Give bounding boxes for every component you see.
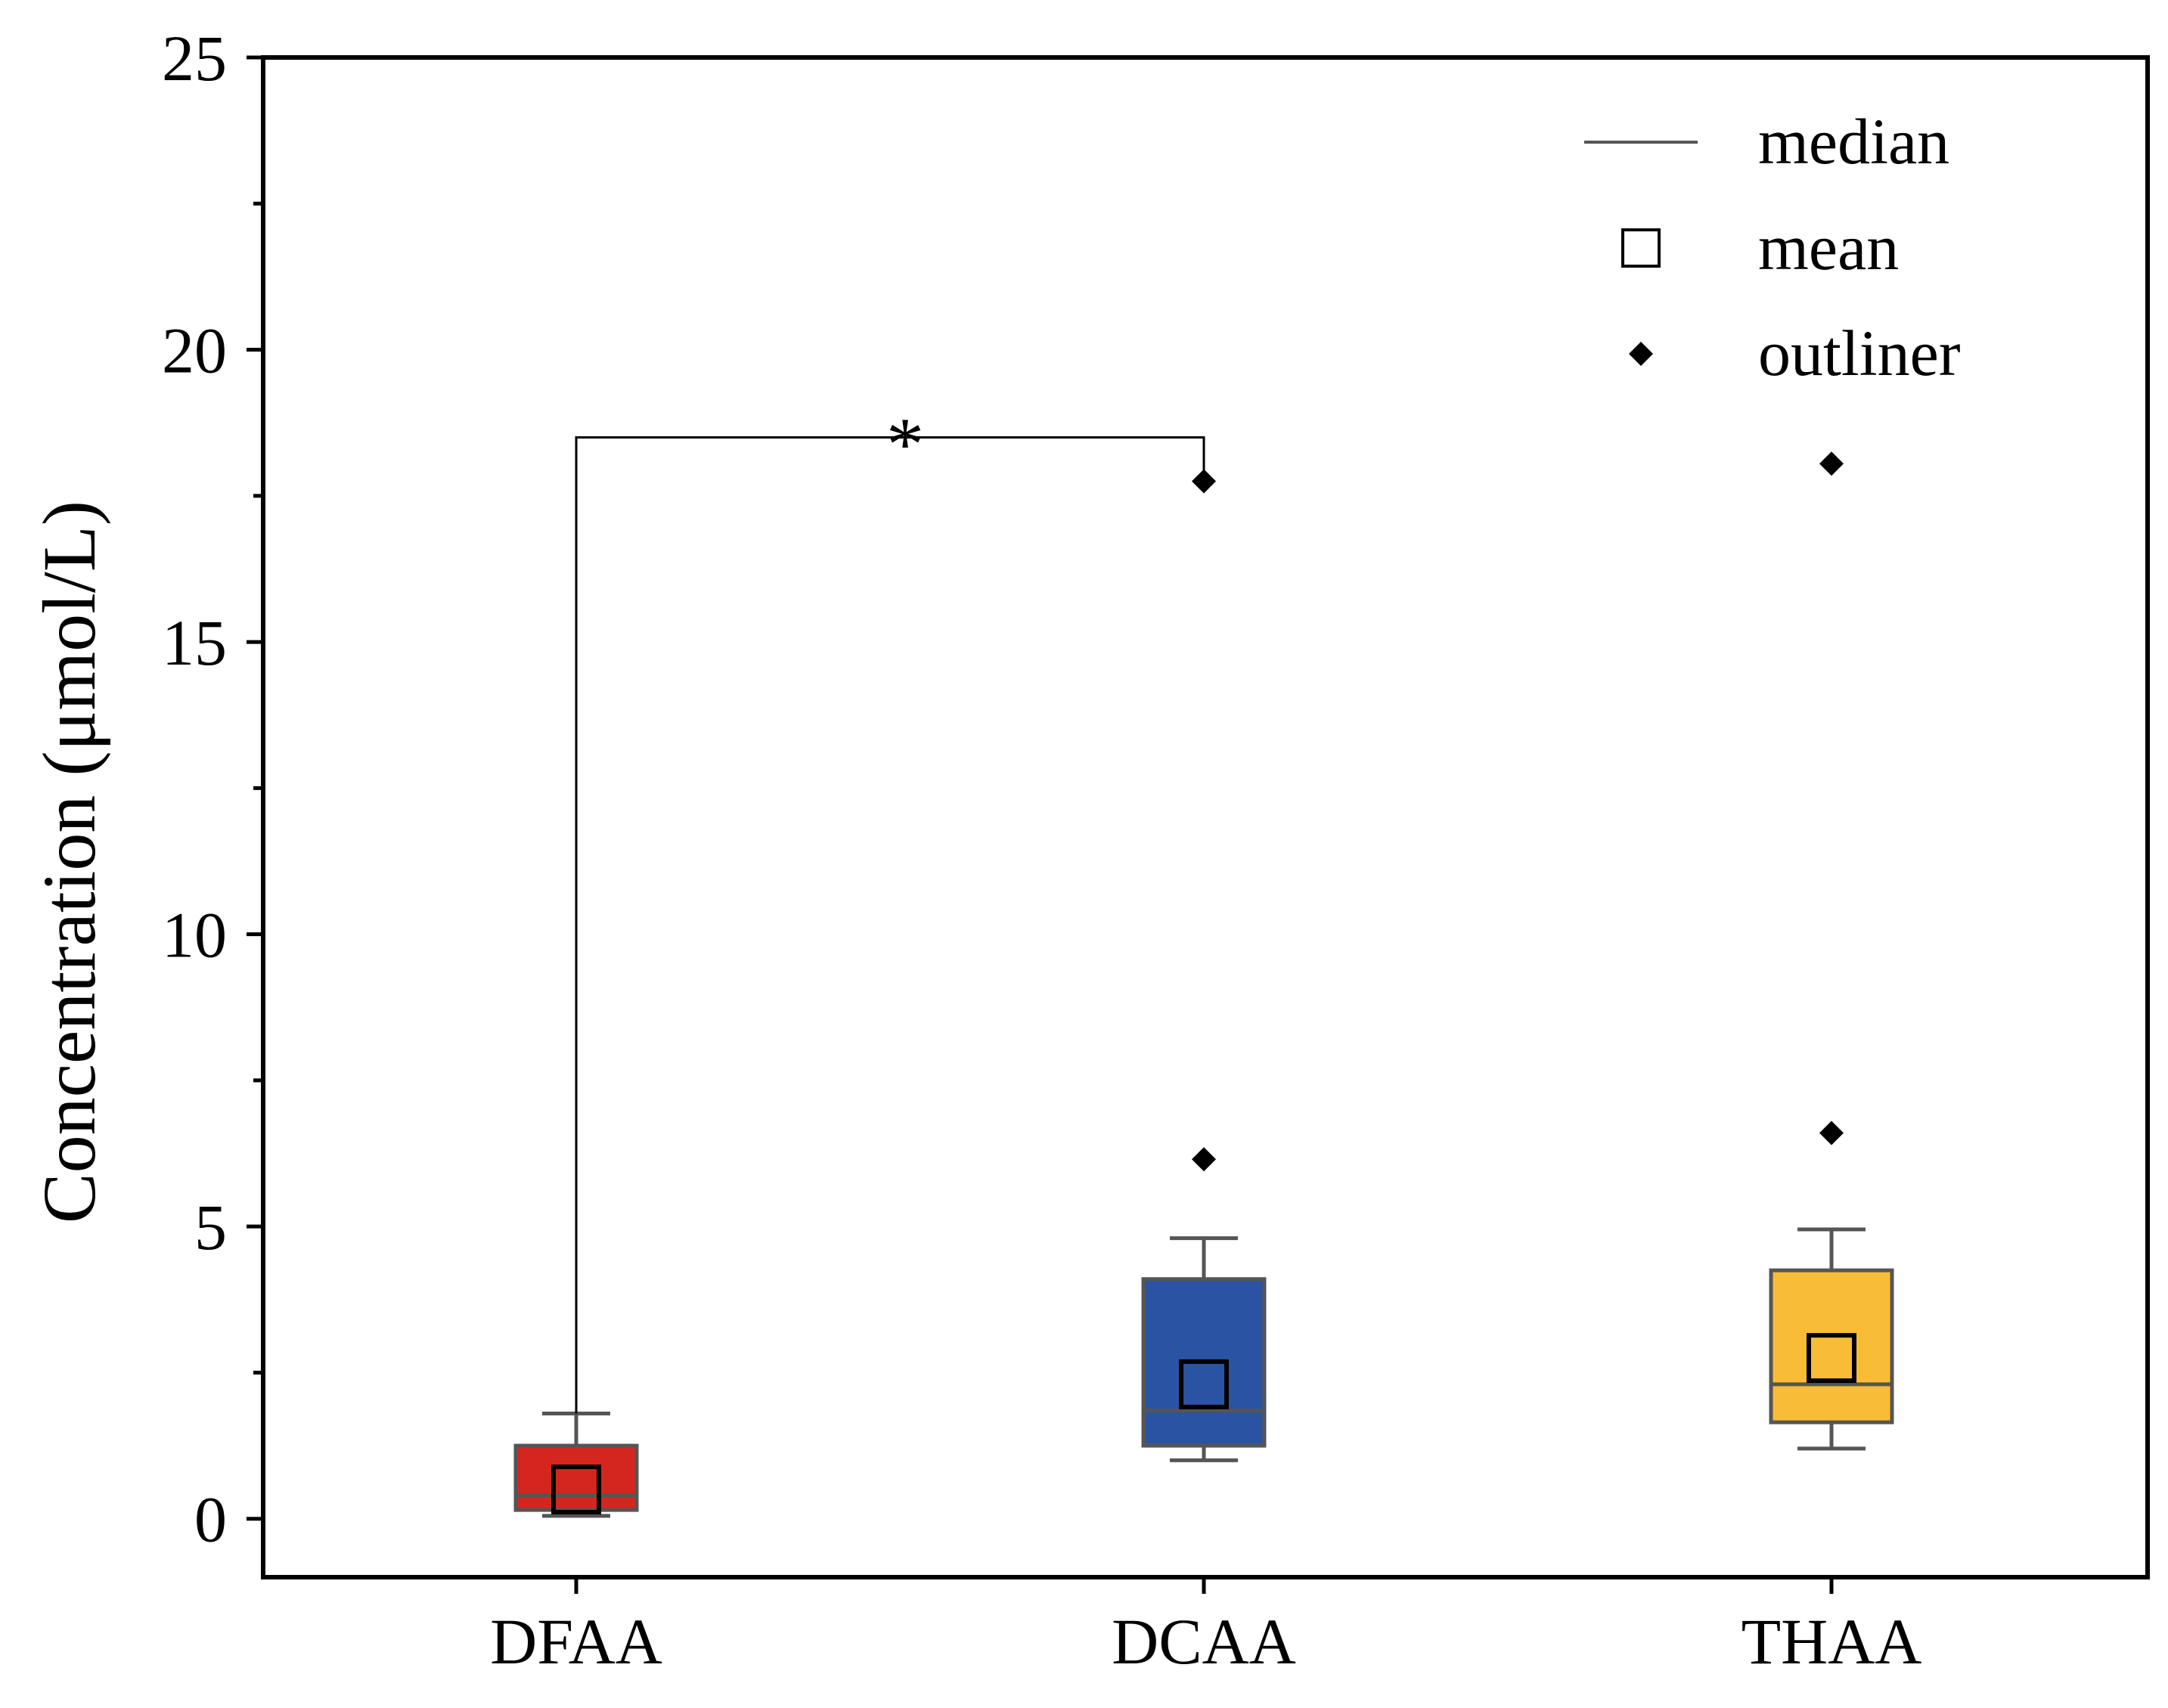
x-tick-label-dfaa: DFAA	[490, 1605, 662, 1678]
box-dfaa	[513, 1412, 639, 1518]
box-dcaa	[1141, 469, 1267, 1462]
y-tick-label-10: 10	[162, 899, 227, 972]
boxes-layer	[513, 451, 1894, 1518]
legend-label-median: median	[1758, 105, 1949, 178]
dcaa-outlier-2	[1192, 469, 1216, 494]
legend-item-median: median	[1584, 105, 1949, 178]
legend-outlier-diamond	[1629, 342, 1653, 366]
x-tick-label-thaa: THAA	[1742, 1605, 1922, 1678]
thaa-outlier-2	[1819, 451, 1844, 476]
box-thaa	[1769, 451, 1894, 1451]
thaa-outlier-1	[1819, 1121, 1844, 1145]
y-axis: 0 5 10 15 20 25	[162, 22, 263, 1556]
y-tick-label-5: 5	[194, 1191, 227, 1263]
significance-layer: *	[575, 402, 1205, 1414]
dcaa-mean-marker	[1179, 1359, 1229, 1409]
y-tick-label-25: 25	[162, 22, 227, 95]
dfaa-mean-marker	[551, 1465, 601, 1515]
y-tick-label-20: 20	[162, 315, 227, 387]
x-tick-label-dcaa: DCAA	[1112, 1605, 1296, 1678]
legend-item-mean: mean	[1621, 211, 1899, 284]
significance-label-1: *	[886, 402, 924, 486]
legend: median mean outliner	[1584, 105, 1961, 389]
thaa-box	[1769, 1268, 1894, 1424]
dfaa-box	[513, 1443, 639, 1512]
y-tick-label-0: 0	[194, 1483, 227, 1556]
dcaa-outlier-1	[1192, 1147, 1216, 1172]
significance-bracket-1	[575, 436, 1205, 1414]
y-tick-label-15: 15	[162, 606, 227, 679]
x-axis: DFAA DCAA THAA	[490, 1577, 1921, 1678]
legend-mean-square	[1621, 228, 1661, 268]
legend-label-outliner: outliner	[1758, 317, 1961, 389]
legend-label-mean: mean	[1758, 211, 1899, 284]
y-axis-title: Concentration (μmol/L)	[27, 501, 111, 1223]
legend-item-outliner: outliner	[1629, 317, 1961, 389]
thaa-mean-marker	[1807, 1333, 1856, 1384]
